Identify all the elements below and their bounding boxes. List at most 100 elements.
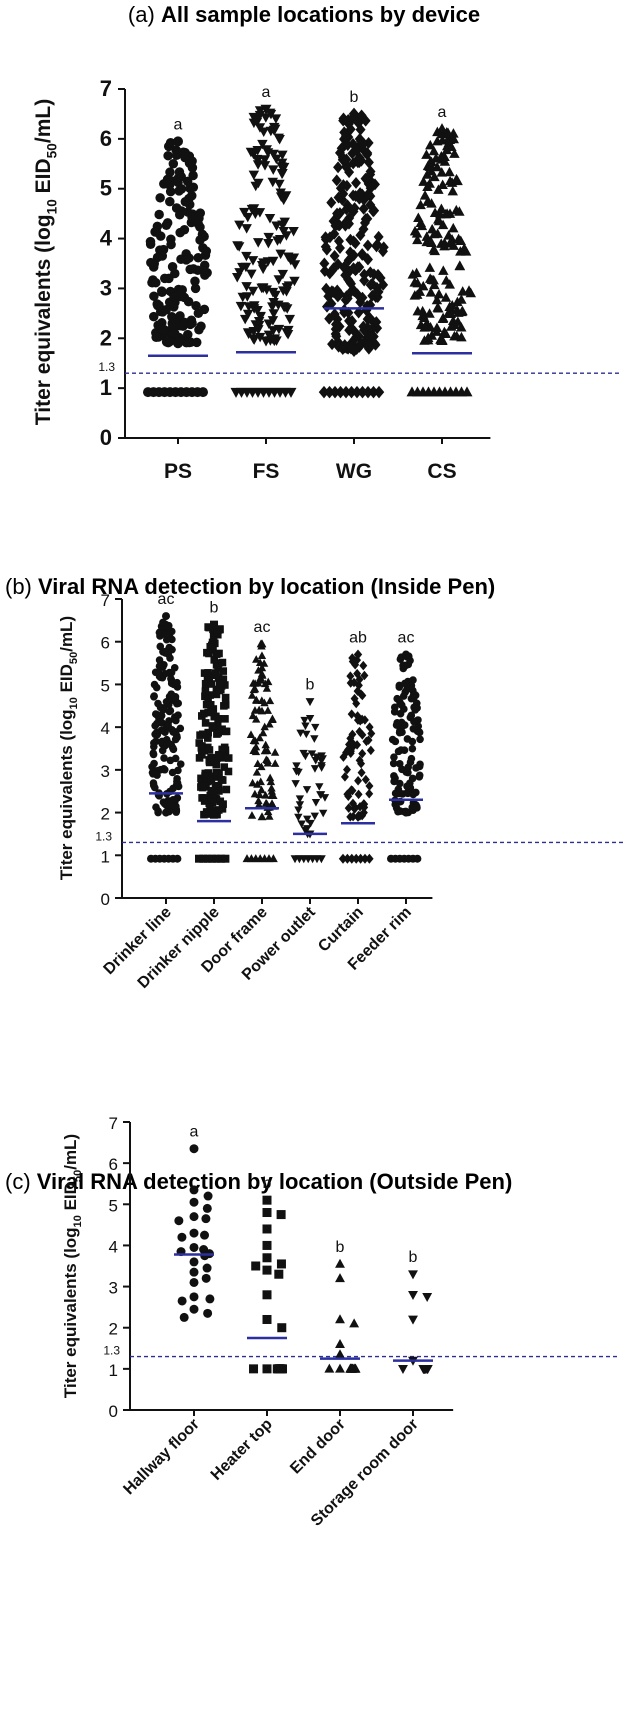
data-point: [400, 721, 409, 729]
data-point: [433, 288, 445, 299]
data-point: [168, 158, 179, 169]
data-point: [361, 774, 370, 785]
y-tick-label: 7: [101, 591, 110, 610]
data-point: [149, 311, 159, 322]
data-point: [145, 236, 156, 247]
data-point: [389, 759, 398, 768]
data-point: [202, 808, 211, 816]
data-point: [351, 176, 362, 189]
data-point: [432, 135, 443, 146]
panel-a-plot: 0 1 2 3 4 5 6 7 Titer equivalents (log10 EID50/m…: [32, 76, 620, 483]
significance-letter: ac: [398, 630, 415, 647]
data-point: [155, 662, 164, 670]
data-point: [362, 340, 373, 353]
data-point: [354, 680, 363, 691]
y-tick-label: 6: [101, 634, 110, 653]
data-point: [277, 150, 288, 161]
data-point: [150, 739, 158, 747]
data-point: [411, 267, 422, 278]
data-point: [267, 316, 279, 326]
data-point: [349, 1318, 360, 1328]
data-point: [193, 253, 203, 263]
data-point: [212, 690, 221, 699]
data-point: [264, 807, 273, 816]
data-point: [173, 678, 181, 687]
data-point: [357, 758, 366, 769]
data-point: [154, 209, 164, 220]
y-tick-label: 2: [109, 1320, 118, 1339]
data-point: [456, 294, 467, 304]
data-point: [265, 773, 275, 782]
data-point: [302, 730, 311, 739]
data-point: [241, 282, 252, 292]
data-point: [252, 655, 261, 663]
data-point: [249, 679, 258, 687]
data-point: [353, 668, 362, 679]
data-point: [397, 746, 405, 754]
data-point: [203, 1191, 213, 1201]
data-point: [444, 208, 456, 218]
data-point: [248, 170, 260, 181]
data-point: [441, 144, 453, 155]
data-point: [439, 156, 451, 166]
data-point: [320, 794, 330, 802]
data-point: [319, 257, 330, 270]
data-point: [205, 1294, 215, 1304]
data-point: [255, 790, 264, 799]
data-point: [347, 709, 356, 719]
data-point: [156, 642, 165, 651]
data-point: [165, 196, 175, 207]
data-point: [180, 197, 191, 207]
data-point: [268, 125, 280, 136]
data-point: [390, 708, 399, 716]
data-point: [205, 746, 214, 754]
data-point: [265, 719, 274, 728]
data-point: [224, 754, 233, 762]
data-point: [210, 810, 218, 819]
data-point: [260, 336, 272, 347]
data-point: [363, 136, 374, 149]
data-point: [262, 1314, 272, 1324]
data-point: [210, 620, 218, 629]
data-point: [319, 265, 330, 277]
y-tick-label: 1: [101, 847, 110, 866]
data-point: [408, 737, 417, 746]
data-point: [162, 174, 173, 185]
data-point: [337, 343, 348, 355]
data-point: [345, 1363, 356, 1373]
data-point: [200, 1230, 210, 1240]
data-point: [354, 776, 363, 786]
data-point: [189, 1277, 199, 1287]
data-point: [408, 744, 417, 753]
data-point: [341, 161, 352, 173]
data-point: [149, 291, 159, 301]
data-point: [271, 759, 280, 767]
data-point: [353, 649, 363, 660]
data-point: [166, 654, 174, 662]
data-point: [297, 820, 306, 829]
data-point: [189, 1242, 199, 1252]
data-point: [335, 182, 346, 195]
data-point: [288, 226, 299, 237]
data-point: [403, 782, 411, 791]
data-point: [375, 272, 386, 284]
data-point: [431, 294, 443, 305]
data-point: [218, 658, 227, 667]
data-point: [215, 679, 224, 688]
data-point: [415, 771, 424, 780]
data-point: [152, 252, 163, 263]
data-point: [341, 153, 352, 166]
data-point: [348, 653, 357, 663]
data-point: [328, 286, 339, 298]
data-point: [258, 258, 269, 268]
data-point: [175, 227, 185, 238]
data-point: [390, 772, 398, 780]
data-point: [247, 691, 257, 699]
data-point: [243, 329, 254, 340]
data-point: [342, 139, 353, 151]
data-point: [194, 324, 204, 335]
data-point: [254, 332, 266, 343]
data-point: [275, 188, 286, 199]
data-point: [463, 285, 475, 295]
data-point: [243, 302, 255, 312]
